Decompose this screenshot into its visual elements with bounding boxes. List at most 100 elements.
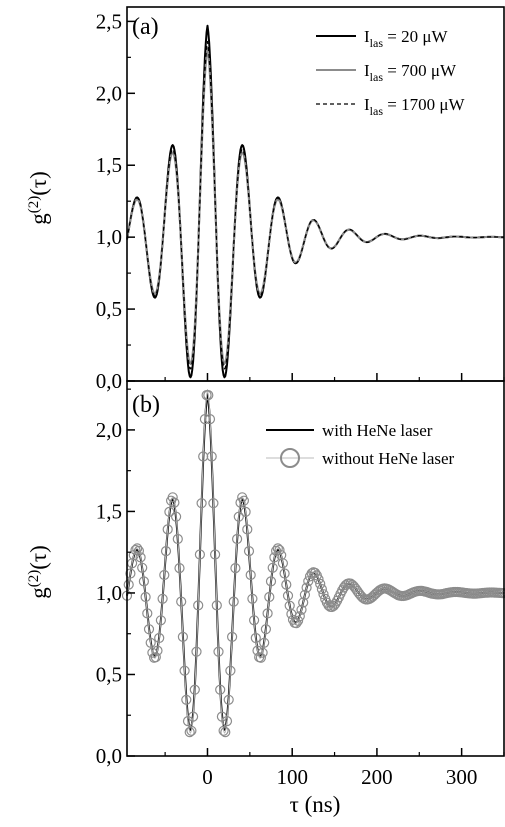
panel-b-label: (b): [132, 392, 160, 418]
data-point: [267, 562, 278, 573]
data-point: [211, 600, 222, 611]
x-tick-label: 100: [276, 765, 308, 789]
data-point: [262, 608, 273, 619]
data-point: [172, 533, 183, 545]
series-line-1: [126, 393, 505, 731]
data-point: [299, 589, 310, 600]
data-point: [206, 451, 217, 462]
panel-a-axes: 0,0 0,5 1,0 1,5 2,0 2,5: [96, 6, 505, 393]
data-point: [301, 582, 312, 593]
data-point: [228, 596, 239, 607]
data-point: [250, 632, 261, 644]
data-point: [138, 576, 149, 587]
data-point: [240, 506, 251, 517]
y-tick-label: 2,0: [96, 418, 122, 442]
panel-b-legend: with HeNe laser without HeNe laser: [266, 421, 455, 468]
data-point: [135, 552, 146, 563]
data-point: [249, 615, 260, 626]
panel-b-series: [121, 389, 505, 738]
data-point: [189, 684, 200, 695]
legend-label-20uW: Ilas = 20 μW: [364, 27, 448, 50]
x-axis-title: τ (ns): [290, 792, 341, 817]
data-point: [155, 615, 166, 626]
data-point: [245, 569, 256, 581]
y-tick-label: 0,5: [96, 297, 122, 321]
x-tick-label: 200: [361, 765, 393, 789]
data-point: [143, 624, 155, 635]
data-point: [247, 593, 258, 604]
data-point: [238, 495, 249, 506]
panel-a-series: [126, 24, 505, 379]
data-point: [160, 545, 172, 557]
data-point: [315, 578, 326, 590]
y-tick-label: 2,5: [96, 9, 122, 33]
data-point: [194, 549, 205, 560]
data-point: [125, 568, 136, 579]
series-line-3: [126, 40, 505, 370]
y-tick-label: 0,0: [96, 369, 122, 393]
data-point: [242, 524, 253, 535]
data-point: [223, 694, 234, 705]
legend-label-700uW: Ilas = 700 μW: [364, 61, 457, 84]
data-point: [171, 511, 182, 522]
data-point: [210, 549, 221, 560]
data-point: [213, 646, 224, 657]
data-point: [337, 585, 348, 596]
data-point: [179, 665, 190, 676]
legend-label-without-hene: without HeNe laser: [322, 449, 455, 468]
data-point: [279, 568, 290, 579]
y-tick-label: 1,0: [96, 225, 122, 249]
data-point: [316, 583, 327, 595]
data-point: [181, 694, 192, 705]
data-point: [159, 569, 170, 581]
data-point: [276, 550, 287, 561]
data-point: [186, 725, 197, 736]
data-point: [264, 591, 275, 603]
data-point: [199, 414, 210, 425]
data-point: [137, 562, 148, 573]
data-point: [265, 576, 277, 587]
data-point: [184, 726, 195, 738]
data-point: [215, 684, 226, 695]
data-point: [132, 543, 143, 554]
data-point: [162, 524, 173, 535]
data-point: [313, 574, 324, 585]
data-point: [257, 647, 268, 658]
data-point: [203, 390, 214, 401]
data-point: [142, 608, 153, 619]
data-point: [140, 591, 151, 603]
panel-a: 0,0 0,5 1,0 1,5 2,0 2,5 (a) g(2)(τ) Ilas = 20…: [26, 6, 505, 393]
data-point: [176, 596, 187, 607]
data-point: [150, 652, 161, 663]
data-point: [230, 562, 241, 574]
data-point: [326, 601, 338, 613]
legend-label-with-hene: with HeNe laser: [322, 421, 433, 440]
data-point: [188, 711, 199, 722]
data-point: [196, 498, 207, 509]
data-point: [296, 604, 307, 615]
data-point: [269, 552, 280, 563]
data-point: [318, 589, 329, 600]
data-point: [221, 715, 233, 727]
data-point: [208, 498, 219, 509]
data-point: [164, 506, 175, 517]
data-point: [225, 665, 236, 676]
data-point: [177, 631, 188, 643]
data-point: [294, 611, 305, 622]
data-point: [154, 632, 165, 644]
plot-frame: [126, 380, 505, 757]
data-point: [167, 492, 178, 503]
panel-a-ylabel: g(2)(τ): [26, 171, 51, 225]
panel-a-legend: Ilas = 20 μW Ilas = 700 μW Ilas = 1700 μ…: [316, 27, 465, 118]
y-tick-label: 1,5: [96, 153, 122, 177]
data-point: [157, 593, 168, 604]
data-point: [218, 725, 229, 736]
data-point: [145, 637, 156, 648]
data-point: [328, 600, 339, 612]
data-point: [281, 579, 292, 590]
data-point: [123, 579, 134, 590]
data-point: [274, 544, 285, 556]
data-point: [260, 624, 271, 635]
data-point: [227, 631, 238, 643]
